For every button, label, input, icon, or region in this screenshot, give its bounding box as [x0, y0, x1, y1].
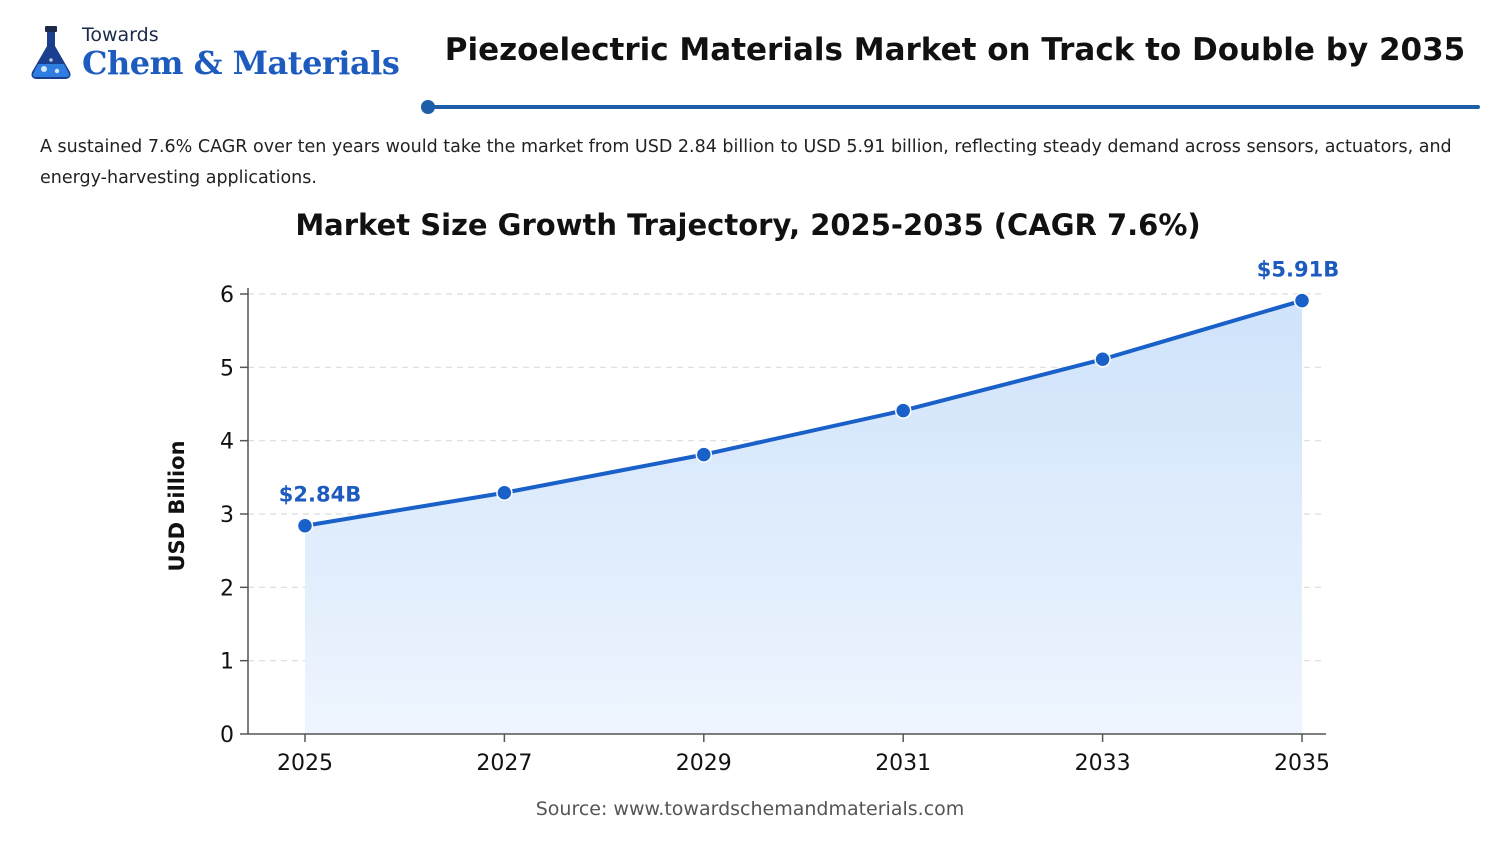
- data-points: [296, 292, 1311, 534]
- y-axis-title: USD Billion: [165, 440, 189, 571]
- y-tick-label: 4: [220, 430, 234, 455]
- data-point: [296, 517, 314, 534]
- area-fill: [305, 300, 1302, 734]
- tick-labels: 0 1 2 3 4 5 6 2025 2027 2029 2031 2033 2035 $2.84B $5.…: [220, 258, 1339, 776]
- y-tick-label: 3: [220, 503, 234, 528]
- brand-logo: Towards Chem & Materials: [24, 22, 404, 84]
- header-rule: [421, 100, 1480, 114]
- x-tick-label: 2033: [1075, 751, 1131, 776]
- page-headline: Piezoelectric Materials Market on Track …: [444, 32, 1466, 68]
- logo-small-text: Towards: [82, 24, 159, 46]
- y-tick-label: 6: [220, 283, 234, 308]
- y-tick-label: 0: [220, 723, 234, 748]
- summary-description: A sustained 7.6% CAGR over ten years wou…: [40, 137, 1452, 188]
- source-note: Source: www.towardschemandmaterials.com: [535, 798, 965, 820]
- y-tick-label: 5: [220, 356, 234, 381]
- y-tick-label: 1: [220, 650, 234, 675]
- x-tick-label: 2027: [476, 751, 532, 776]
- data-label: $5.91B: [1257, 258, 1339, 282]
- logo-brand-text: Chem & Materials: [82, 44, 400, 82]
- data-point: [894, 402, 912, 419]
- x-tick-label: 2029: [676, 751, 732, 776]
- x-tick-label: 2025: [277, 751, 333, 776]
- data-label: $2.84B: [279, 483, 361, 507]
- flask-icon: [31, 26, 71, 79]
- data-point: [1094, 351, 1111, 368]
- chart-title-text: Market Size Growth Trajectory, 2025-2035…: [295, 208, 1201, 242]
- data-point: [695, 446, 713, 463]
- line-area-chart: 0 1 2 3 4 5 6 2025 2027 2029 2031 2033 2035 $2.84B $5.…: [165, 258, 1339, 776]
- data-point: [1293, 292, 1311, 309]
- axes: [240, 288, 1326, 742]
- y-tick-label: 2: [220, 576, 234, 601]
- data-point: [496, 484, 513, 501]
- series-line: [303, 298, 1304, 528]
- x-tick-label: 2035: [1274, 751, 1330, 776]
- x-tick-label: 2031: [875, 751, 931, 776]
- chart-title: Market Size Growth Trajectory, 2025-2035…: [0, 208, 1500, 242]
